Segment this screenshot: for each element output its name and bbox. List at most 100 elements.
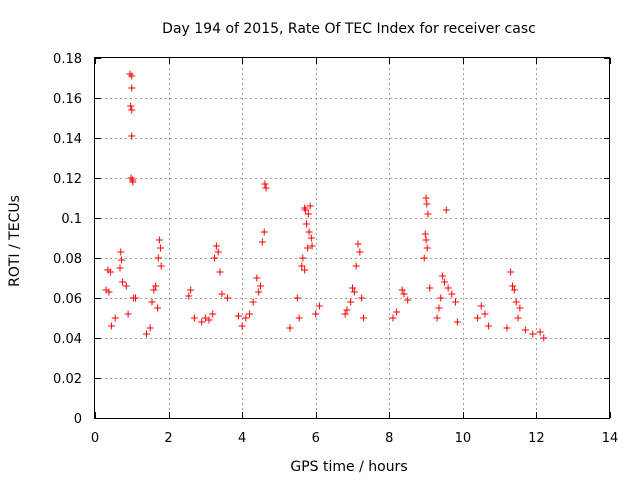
data-point: [306, 202, 314, 210]
data-point: [307, 234, 315, 242]
x-tick-label: 6: [312, 431, 320, 446]
grid-lines: [95, 58, 610, 418]
data-point: [255, 288, 263, 296]
data-point: [286, 324, 294, 332]
data-point: [477, 302, 485, 310]
data-point: [156, 244, 164, 252]
y-tick-label: 0.16: [53, 92, 82, 107]
y-axis-title: ROTI / TECUs: [7, 195, 23, 287]
data-point: [448, 290, 456, 298]
data-point: [214, 248, 222, 256]
data-point: [128, 132, 136, 140]
data-point: [536, 328, 544, 336]
data-point: [452, 298, 459, 306]
data-point: [122, 282, 130, 290]
data-point: [143, 330, 150, 338]
data-point: [108, 322, 116, 330]
data-point: [106, 268, 114, 276]
data-point: [304, 244, 312, 252]
data-point: [360, 314, 368, 322]
x-tick-labels: 0 2 4 6 8 10 12 14: [91, 431, 618, 446]
data-point: [246, 310, 253, 318]
data-point: [128, 84, 136, 92]
data-point: [481, 310, 489, 318]
data-point: [150, 286, 158, 294]
data-point: [253, 274, 261, 282]
data-point: [223, 294, 231, 302]
data-point: [146, 324, 154, 332]
x-tick-label: 0: [91, 431, 99, 446]
data-point: [423, 200, 431, 208]
data-point: [119, 278, 127, 286]
x-axis-title: GPS time / hours: [290, 459, 407, 475]
data-point: [262, 184, 270, 192]
data-point: [303, 220, 311, 228]
data-point: [128, 72, 136, 80]
data-point: [152, 282, 160, 290]
data-point: [212, 242, 220, 250]
data-point: [128, 106, 136, 114]
data-point: [304, 210, 312, 218]
x-tick-label: 4: [238, 431, 246, 446]
data-point: [507, 268, 515, 276]
data-points: [102, 70, 548, 342]
data-point: [155, 236, 163, 244]
data-point: [312, 310, 320, 318]
data-point: [516, 304, 524, 312]
data-point: [234, 312, 242, 320]
data-point: [257, 282, 265, 290]
data-point: [529, 330, 537, 338]
data-point: [293, 294, 301, 302]
data-point: [422, 194, 430, 202]
data-point: [157, 262, 165, 270]
data-point: [453, 318, 461, 326]
data-point: [301, 266, 309, 274]
data-point: [356, 248, 364, 256]
y-tick-label: 0.1: [61, 212, 82, 227]
x-tick-label: 2: [164, 431, 172, 446]
data-point: [124, 310, 132, 318]
chart-title: Day 194 of 2015, Rate Of TEC Index for r…: [162, 21, 536, 37]
data-point: [308, 242, 316, 250]
x-tick-label: 12: [528, 431, 545, 446]
data-point: [358, 294, 366, 302]
data-point: [349, 284, 356, 292]
data-point: [249, 298, 257, 306]
data-point: [105, 288, 113, 296]
y-tick-label: 0.04: [53, 332, 82, 347]
data-point: [509, 282, 517, 290]
data-point: [260, 228, 268, 236]
data-point: [514, 314, 522, 322]
data-point: [129, 178, 137, 186]
axis-ticks: [95, 58, 611, 419]
data-point: [190, 314, 198, 322]
data-point: [343, 306, 351, 314]
y-tick-label: 0.08: [53, 252, 82, 267]
data-point: [354, 240, 362, 248]
data-point: [512, 298, 520, 306]
data-point: [440, 278, 448, 286]
data-point: [393, 308, 401, 316]
data-point: [131, 294, 139, 302]
data-point: [444, 284, 452, 292]
data-point: [540, 334, 548, 342]
data-point: [420, 254, 428, 262]
data-point: [211, 254, 219, 262]
data-point: [209, 310, 217, 318]
data-point: [242, 314, 250, 322]
data-point: [485, 322, 493, 330]
data-point: [111, 314, 119, 322]
data-point: [258, 238, 266, 246]
data-point: [295, 314, 303, 322]
data-point: [422, 236, 430, 244]
y-tick-label: 0.02: [53, 372, 82, 387]
data-point: [154, 254, 162, 262]
data-point: [305, 228, 313, 236]
data-point: [315, 302, 323, 310]
y-tick-label: 0.14: [53, 132, 82, 147]
x-tick-label: 10: [455, 431, 472, 446]
data-point: [352, 262, 360, 270]
data-point: [398, 286, 406, 294]
data-point: [423, 244, 431, 252]
